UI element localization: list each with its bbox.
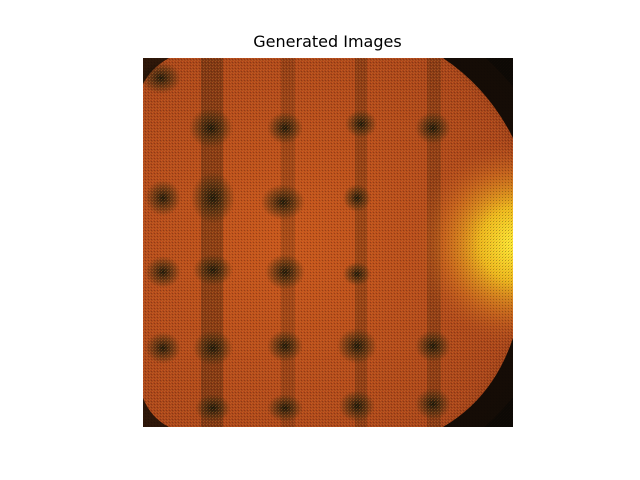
generated-image-svg xyxy=(143,58,513,427)
image-grain xyxy=(143,58,513,427)
image-corner xyxy=(443,338,513,427)
image-corner xyxy=(443,58,513,138)
figure-title: Generated Images xyxy=(253,32,402,51)
image-corner xyxy=(143,398,169,427)
image-corner xyxy=(143,58,169,84)
generated-image xyxy=(143,58,513,427)
